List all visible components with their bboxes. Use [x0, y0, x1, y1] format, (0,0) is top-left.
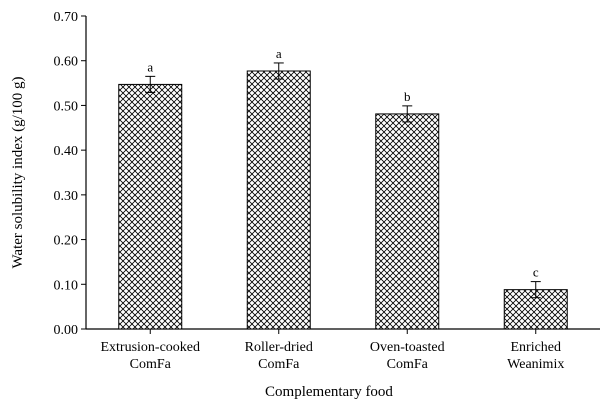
x-tick-label: ComFa	[258, 357, 300, 372]
plot-area: 0.00 0.10 0.20 0.30 0.40 0.50 0.60 0.70 a Extrusi…	[54, 10, 600, 372]
significance-letter: a	[276, 46, 282, 61]
y-axis-title: Water solubility index (g/100 g)	[10, 76, 26, 268]
bar	[118, 83, 183, 330]
x-tick-label: Enriched	[510, 340, 561, 355]
x-tick-label: Weanimix	[507, 357, 564, 372]
significance-letter: b	[404, 89, 411, 104]
y-tick-label: 0.00	[54, 323, 79, 338]
y-tick-label: 0.30	[54, 189, 79, 204]
significance-letter: a	[147, 59, 153, 74]
x-tick-label: ComFa	[130, 357, 172, 372]
x-tick-label: Extrusion-cooked	[100, 340, 200, 355]
bar	[375, 113, 440, 330]
significance-letter: c	[533, 265, 539, 280]
y-tick-label: 0.40	[54, 144, 79, 159]
x-tick-label: Oven-toasted	[370, 340, 445, 355]
y-tick-label: 0.70	[54, 10, 79, 25]
x-tick-label: Roller-dried	[245, 340, 313, 355]
x-axis-title: Complementary food	[265, 384, 393, 400]
y-tick-label: 0.20	[54, 234, 79, 249]
x-tick-label: ComFa	[387, 357, 429, 372]
y-tick-label: 0.50	[54, 99, 79, 114]
bar	[246, 70, 311, 330]
y-tick-label: 0.10	[54, 278, 79, 293]
y-tick-label: 0.60	[54, 55, 79, 70]
